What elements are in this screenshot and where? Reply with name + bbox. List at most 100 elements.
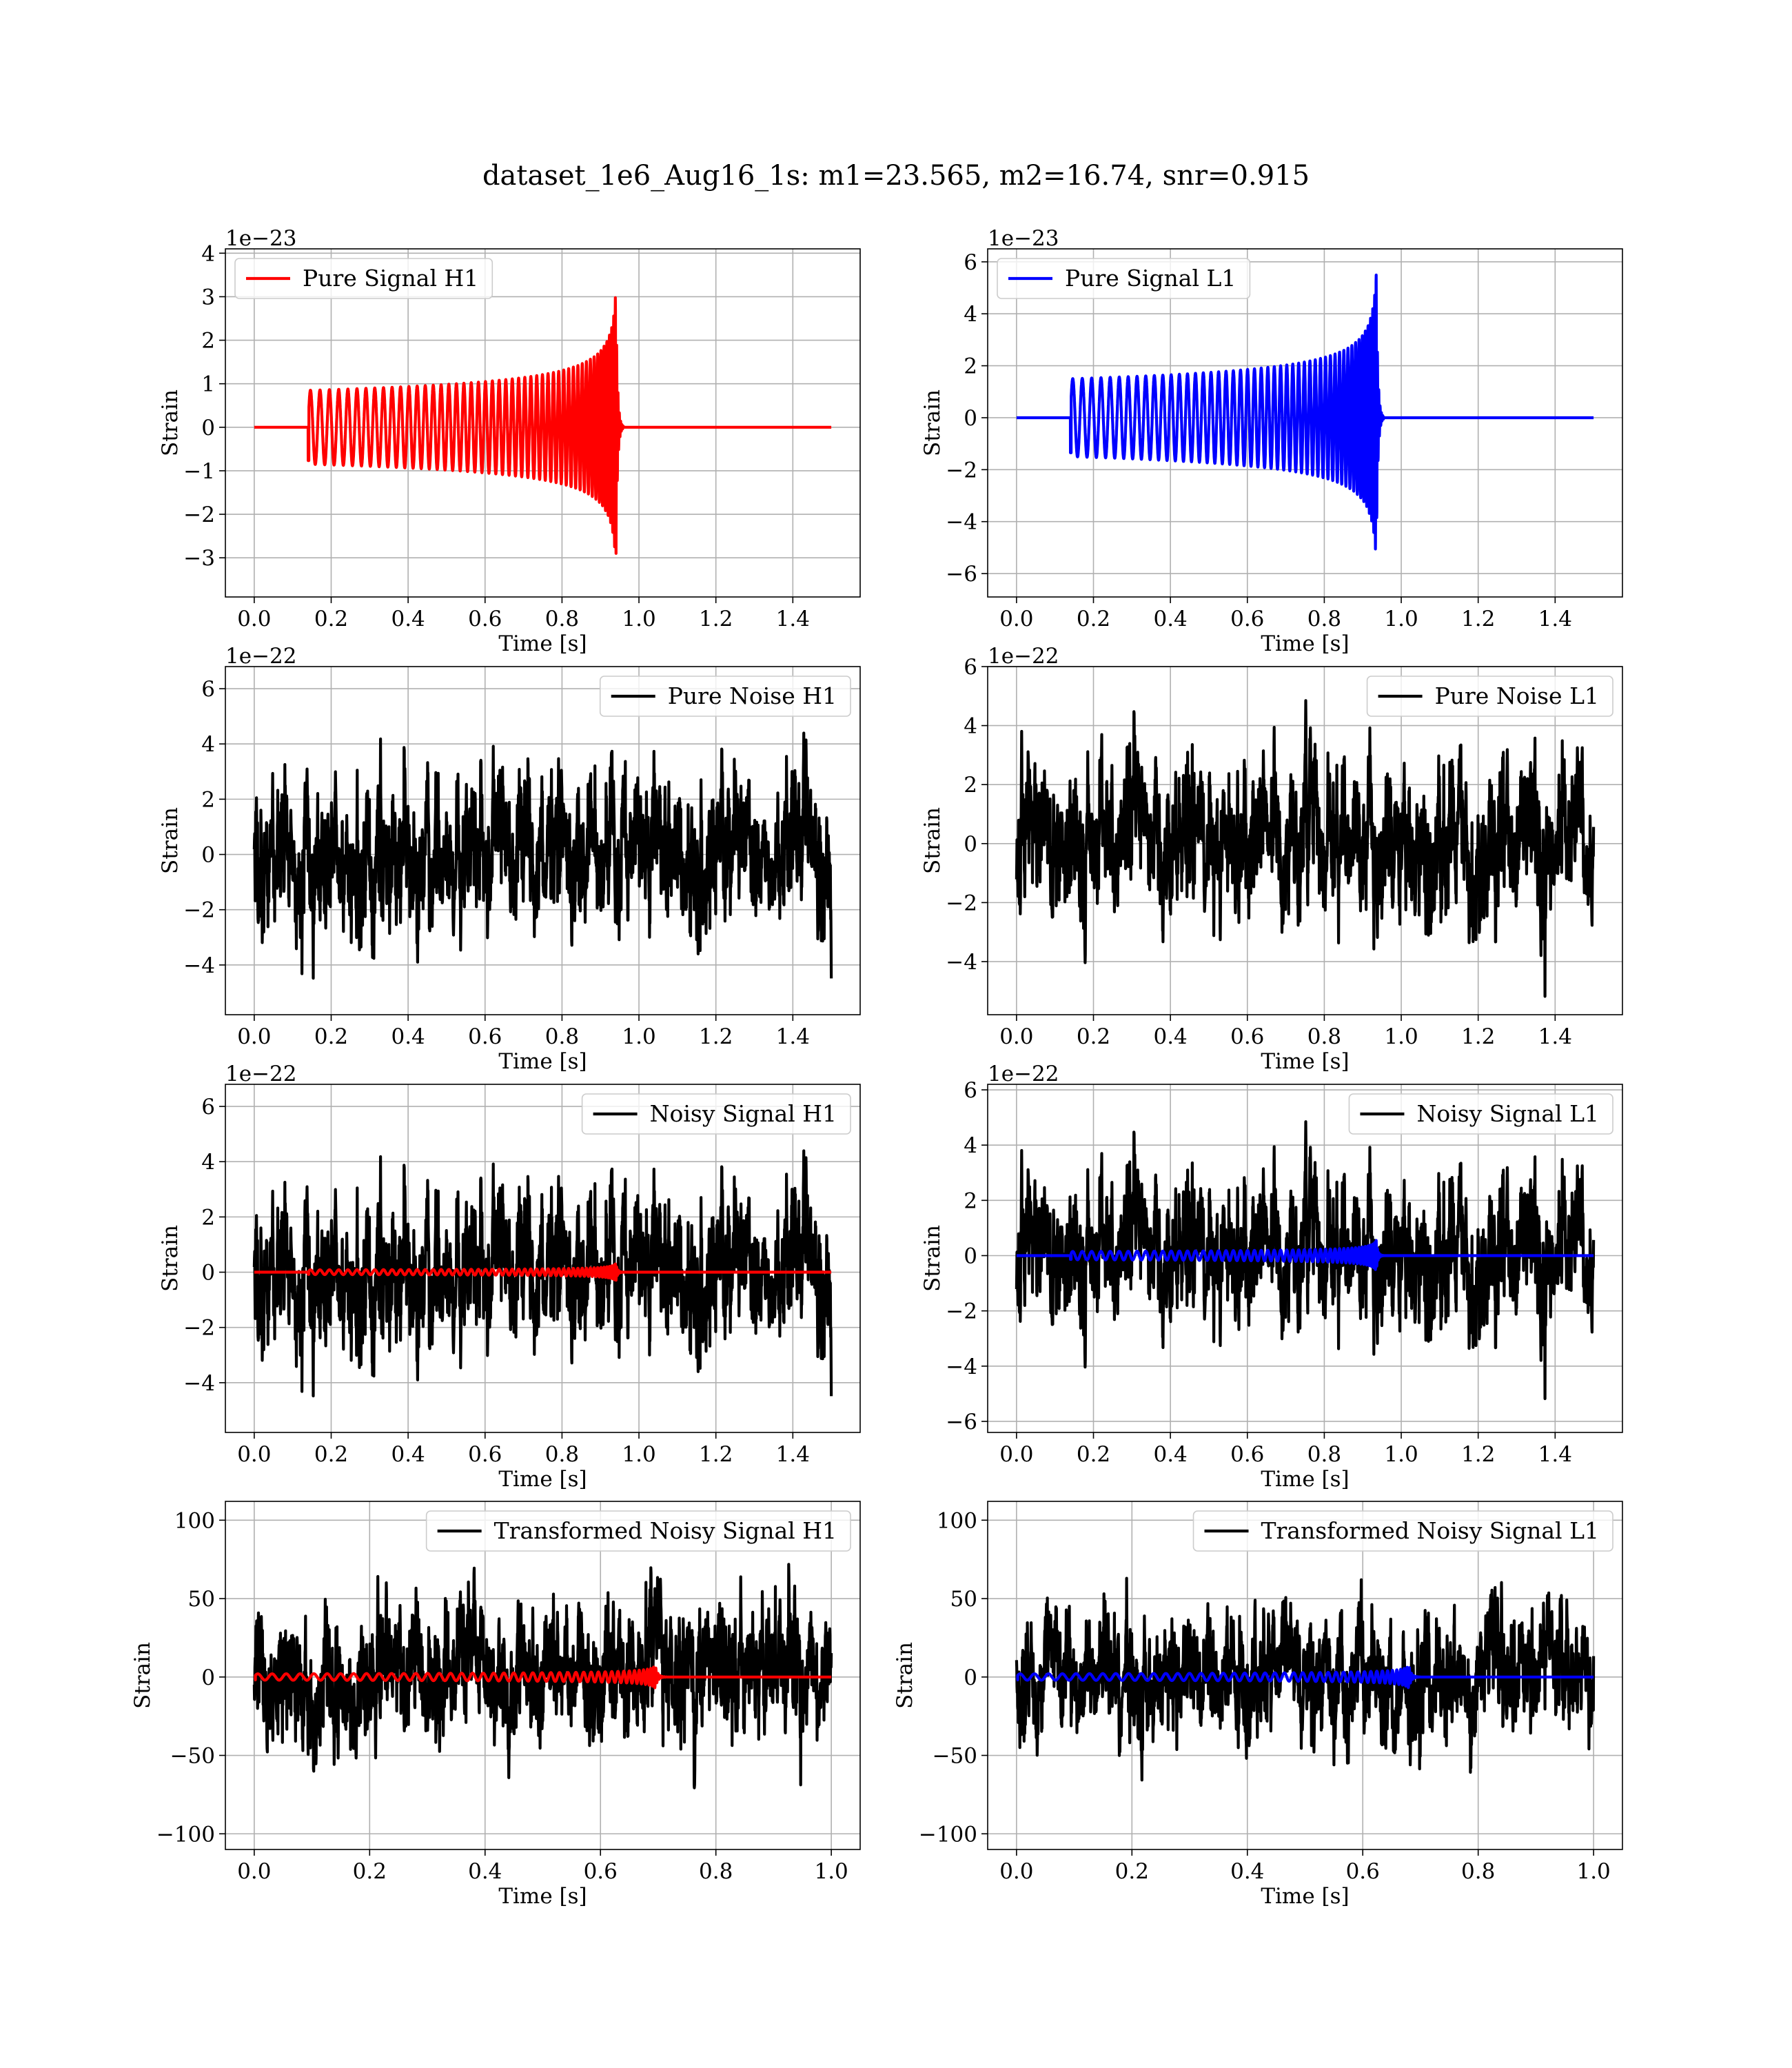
- x-axis-label: Time [s]: [498, 1467, 587, 1492]
- subplot-6: 0.0 0.2 0.4 0.6 0.8 1.0 1.2 1.4 −6 −4 −2 0 2 4 6 Time […: [920, 1062, 1623, 1492]
- y-tick-label: −6: [946, 1410, 977, 1435]
- series-line-1: [1015, 1120, 1596, 1401]
- x-tick-label: 0.2: [314, 607, 348, 631]
- series-line-1: [1015, 699, 1596, 998]
- x-tick-label: 1.2: [1461, 607, 1495, 631]
- x-tick-label: 0.2: [1077, 1024, 1110, 1049]
- x-tick-label: 0.6: [1230, 607, 1264, 631]
- y-tick-label: −2: [946, 891, 977, 915]
- offset-text: 1e−23: [225, 226, 297, 251]
- x-tick-label: 0.6: [468, 1024, 502, 1049]
- series-line-2: [252, 1262, 833, 1282]
- y-tick-label: 2: [964, 354, 977, 379]
- x-tick-label: 1.0: [1384, 1024, 1418, 1049]
- y-tick-label: −2: [183, 898, 215, 923]
- y-axis-label: Strain: [158, 807, 183, 874]
- x-tick-label: 0.4: [1153, 1024, 1187, 1049]
- x-tick-label: 0.8: [545, 1442, 579, 1467]
- y-tick-label: 50: [950, 1587, 977, 1612]
- x-tick-label: 1.4: [776, 607, 810, 631]
- axes-frame: [987, 666, 1623, 1015]
- y-tick-label: −50: [933, 1744, 977, 1769]
- series-group: [1015, 1120, 1596, 1401]
- y-tick-label: 100: [937, 1508, 977, 1533]
- y-tick-label: 4: [964, 1133, 977, 1158]
- series-line-2: [252, 1665, 833, 1690]
- x-tick-label: 0.6: [1230, 1442, 1264, 1467]
- legend: Pure Signal L1: [997, 258, 1251, 299]
- x-axis-label: Time [s]: [498, 631, 587, 656]
- series-group: [252, 731, 833, 980]
- x-tick-label: 0.8: [699, 1859, 733, 1884]
- legend: Transformed Noisy Signal L1: [1192, 1510, 1613, 1552]
- y-tick-label: 0: [964, 1665, 977, 1690]
- x-tick-label: 1.2: [699, 607, 733, 631]
- x-tick-label: 0.0: [237, 1859, 271, 1884]
- y-axis-label: Strain: [920, 389, 945, 456]
- y-tick-label: 3: [201, 285, 215, 310]
- x-axis-label: Time [s]: [1261, 1049, 1349, 1074]
- series-line-1: [1015, 273, 1596, 551]
- y-tick-label: −4: [946, 1355, 977, 1379]
- x-tick-label: 0.2: [1115, 1859, 1149, 1884]
- x-axis-label: Time [s]: [1261, 1467, 1349, 1492]
- x-tick-label: 1.4: [1538, 607, 1572, 631]
- legend-box: [581, 1093, 851, 1135]
- legend-box: [234, 258, 493, 299]
- legend: Noisy Signal L1: [1348, 1093, 1613, 1135]
- x-tick-label: 0.8: [1307, 1024, 1341, 1049]
- y-tick-label: 1: [201, 372, 215, 397]
- x-tick-label: 1.2: [1461, 1442, 1495, 1467]
- legend: Noisy Signal H1: [581, 1093, 851, 1135]
- y-tick-label: 6: [964, 655, 977, 680]
- offset-text: 1e−22: [988, 644, 1059, 669]
- legend-box: [425, 1510, 851, 1552]
- legend-box: [1366, 676, 1613, 717]
- subplot-7: 0.0 0.2 0.4 0.6 0.8 1.0 −100 −50 0 50 100 Time [s] S…: [130, 1501, 861, 1909]
- y-tick-label: −4: [183, 1371, 215, 1396]
- y-tick-label: 6: [201, 677, 215, 702]
- y-tick-label: −50: [170, 1744, 215, 1769]
- x-tick-label: 0.4: [391, 1442, 425, 1467]
- axes-frame: [225, 248, 861, 598]
- x-tick-label: 0.4: [468, 1859, 502, 1884]
- x-tick-label: 0.0: [237, 607, 271, 631]
- x-tick-label: 0.8: [1307, 1442, 1341, 1467]
- x-tick-label: 1.0: [622, 1442, 655, 1467]
- x-tick-label: 0.0: [237, 1024, 271, 1049]
- axes-frame: [987, 1501, 1623, 1850]
- legend: Transformed Noisy Signal H1: [425, 1510, 851, 1552]
- x-tick-label: 0.4: [1153, 607, 1187, 631]
- legend-label: Pure Signal L1: [1065, 265, 1236, 292]
- y-tick-label: 4: [964, 302, 977, 327]
- x-tick-label: 0.6: [468, 607, 502, 631]
- series-group: [1015, 273, 1596, 551]
- legend-box: [599, 676, 851, 717]
- x-tick-label: 1.0: [1384, 607, 1418, 631]
- legend-box: [1348, 1093, 1613, 1135]
- x-tick-label: 0.2: [314, 1442, 348, 1467]
- figure-title: dataset_1e6_Aug16_1s: m1=23.565, m2=16.7…: [482, 160, 1310, 192]
- subplot-4: 0.0 0.2 0.4 0.6 0.8 1.0 1.2 1.4 −4 −2 0 2 4 6 Time [s]…: [920, 644, 1623, 1074]
- x-tick-label: 0.4: [1230, 1859, 1264, 1884]
- series-line-1: [252, 1563, 833, 1790]
- series-group: [1015, 1577, 1596, 1782]
- y-tick-label: −100: [919, 1822, 977, 1847]
- y-tick-label: −6: [946, 562, 977, 587]
- legend-box: [997, 258, 1251, 299]
- y-tick-label: −2: [946, 1299, 977, 1324]
- x-tick-label: 0.0: [999, 607, 1033, 631]
- x-tick-label: 0.8: [545, 1024, 579, 1049]
- x-tick-label: 0.2: [1077, 607, 1110, 631]
- y-tick-label: 0: [201, 1665, 215, 1690]
- y-tick-label: −100: [156, 1822, 215, 1847]
- x-tick-label: 0.4: [391, 607, 425, 631]
- legend-label: Pure Noise L1: [1435, 682, 1599, 709]
- x-axis-label: Time [s]: [1261, 631, 1349, 656]
- y-tick-label: 6: [964, 1078, 977, 1103]
- subplot-2: 0.0 0.2 0.4 0.6 0.8 1.0 1.2 1.4 −6 −4 −2 0 2 4 6 Time […: [920, 226, 1623, 656]
- y-tick-label: 2: [964, 773, 977, 798]
- x-tick-label: 0.6: [468, 1442, 502, 1467]
- legend: Pure Noise H1: [599, 676, 851, 717]
- y-axis-label: Strain: [130, 1642, 155, 1709]
